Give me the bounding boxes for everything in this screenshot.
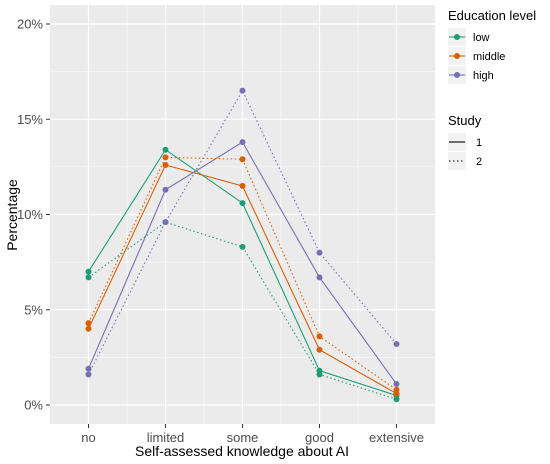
grid-lines: [50, 5, 435, 424]
data-point-high-study-1: [393, 381, 400, 388]
legend-key-point: [454, 53, 460, 59]
data-point-low-study-1: [162, 146, 169, 153]
y-tick-label: 5%: [24, 302, 43, 317]
y-tick-label: 20%: [17, 17, 43, 32]
series-points: [85, 87, 400, 403]
legend-label-study-2: 2: [476, 156, 482, 168]
data-point-middle-study-1: [162, 161, 169, 168]
x-axis-title: Self-assessed knowledge about AI: [135, 443, 349, 459]
legend-education: Education level low middle high: [443, 3, 548, 91]
data-point-middle-study-2: [239, 156, 246, 163]
data-point-middle-study-1: [316, 346, 323, 353]
legend-key-point: [454, 72, 460, 78]
data-point-low-study-2: [239, 243, 246, 250]
x-axis: no limited some good extensive: [81, 424, 424, 445]
data-point-middle-study-1: [85, 325, 92, 332]
data-point-low-study-2: [393, 396, 400, 403]
data-point-high-study-2: [162, 219, 169, 226]
x-tick-label: some: [227, 430, 259, 445]
legend-study-title: Study: [448, 113, 482, 128]
legend-study: Study 1 2: [443, 108, 503, 180]
data-point-middle-study-2: [316, 333, 323, 340]
data-point-middle-study-2: [85, 320, 92, 327]
legend-education-title: Education level: [448, 8, 536, 23]
data-point-middle-study-2: [393, 386, 400, 393]
data-point-high-study-1: [85, 365, 92, 372]
data-point-high-study-2: [316, 249, 323, 256]
legend-key-point: [454, 34, 460, 40]
series-line-middle-study-2: [88, 156, 397, 391]
data-point-high-study-1: [316, 274, 323, 281]
data-point-high-study-1: [162, 186, 169, 193]
data-point-high-study-2: [393, 341, 400, 348]
x-tick-label: no: [81, 430, 95, 445]
data-point-low-study-1: [85, 268, 92, 275]
y-tick-label: 10%: [17, 207, 43, 222]
legend-label-study-1: 1: [476, 137, 482, 149]
data-point-middle-study-1: [239, 182, 246, 189]
x-tick-label: good: [305, 430, 334, 445]
y-axis: 0% 5% 10% 15% 20%: [17, 17, 50, 413]
x-tick-label: extensive: [369, 430, 424, 445]
data-point-high-study-2: [239, 87, 246, 94]
data-point-middle-study-2: [162, 154, 169, 161]
data-point-high-study-1: [239, 139, 246, 146]
y-axis-title: Percentage: [4, 179, 20, 251]
legend-label-high: high: [473, 70, 494, 82]
data-point-low-study-2: [85, 274, 92, 281]
legend-label-middle: middle: [473, 51, 505, 63]
data-point-low-study-1: [239, 200, 246, 207]
y-tick-label: 0%: [24, 398, 43, 413]
x-tick-label: limited: [147, 430, 185, 445]
data-point-high-study-2: [85, 371, 92, 378]
legend-label-low: low: [473, 32, 490, 44]
data-point-low-study-2: [316, 371, 323, 378]
y-tick-label: 15%: [17, 112, 43, 127]
